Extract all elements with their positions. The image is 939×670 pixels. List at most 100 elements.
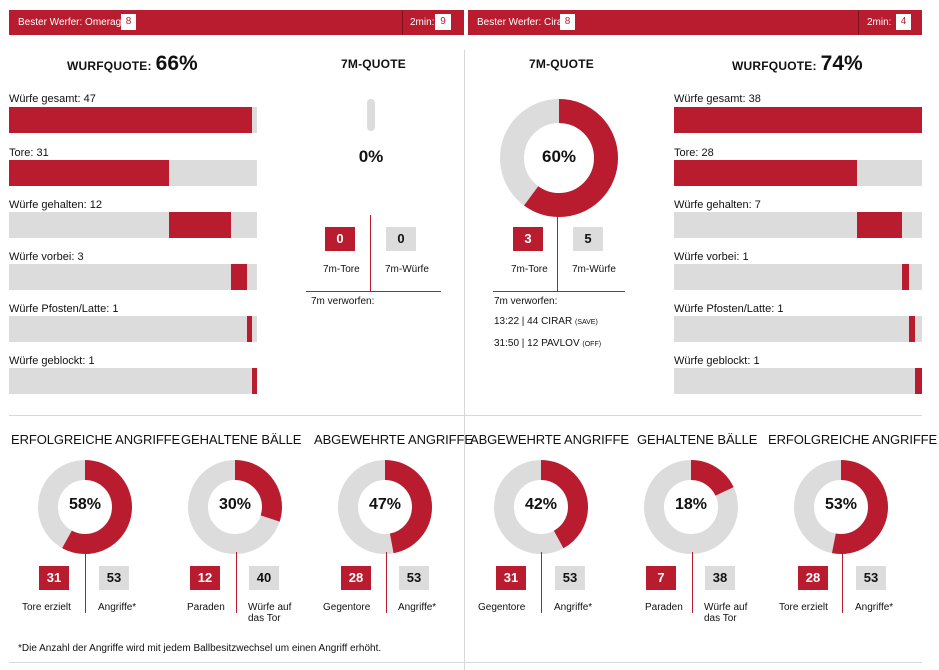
donut-divider bbox=[692, 552, 693, 613]
bar-wuerfe-gesamt bbox=[674, 107, 922, 133]
donut-percent: 47% bbox=[368, 496, 402, 513]
wurfquote-value: 66% bbox=[155, 52, 198, 75]
bar-fill bbox=[9, 107, 252, 133]
donut-a-label: Tore erzielt bbox=[22, 602, 71, 613]
donut-arc bbox=[644, 460, 738, 554]
donut-b-label: Angriffe* bbox=[855, 602, 894, 613]
discarded-text: 31:50 | 12 PAVLOV bbox=[494, 338, 580, 349]
seven-m-shots-label: 7m-Würfe bbox=[572, 264, 616, 275]
seven-m-shots-label: 7m-Würfe bbox=[385, 264, 429, 275]
bar-fill bbox=[169, 212, 232, 238]
bar-wuerfe-gehalten bbox=[674, 212, 922, 238]
donut-percent: 18% bbox=[674, 496, 708, 513]
donut-chart bbox=[338, 460, 432, 554]
best-thrower-value: 8 bbox=[121, 14, 136, 30]
header-left: Bester Werfer: Omeragic 8 2min: 9 bbox=[9, 10, 464, 35]
bar-label: Würfe vorbei: 3 bbox=[9, 251, 84, 263]
bar-label: Tore: 31 bbox=[9, 147, 49, 159]
donut-chart bbox=[38, 460, 132, 554]
donut-percent: 53% bbox=[824, 496, 858, 513]
header-divider bbox=[858, 10, 859, 35]
donut-percent: 30% bbox=[218, 496, 252, 513]
two-min-value: 9 bbox=[435, 14, 451, 30]
footnote: *Die Anzahl der Angriffe wird mit jedem … bbox=[18, 643, 382, 654]
bar-label: Würfe geblockt: 1 bbox=[674, 355, 760, 367]
bar-label: Würfe gesamt: 38 bbox=[674, 93, 761, 105]
bar-wuerfe-geblockt bbox=[9, 368, 257, 394]
two-min-label: 2min: bbox=[867, 17, 892, 28]
donut-percent: 42% bbox=[524, 496, 558, 513]
donut-a-value: 28 bbox=[798, 566, 828, 590]
bar-tore bbox=[9, 160, 257, 186]
donut-divider bbox=[386, 552, 387, 613]
donut-a-label: Gegentore bbox=[478, 602, 526, 613]
bar-fill bbox=[251, 368, 257, 394]
donut-b-value: 53 bbox=[399, 566, 429, 590]
donut-a-label: Paraden bbox=[645, 602, 683, 613]
bar-wuerfe-pfosten bbox=[9, 316, 257, 342]
bar-label: Würfe gehalten: 7 bbox=[674, 199, 761, 211]
wurfquote-label: WURFQUOTE: bbox=[732, 59, 817, 73]
bar-wuerfe-pfosten bbox=[674, 316, 922, 342]
seven-m-discarded-label: 7m verworfen: bbox=[494, 296, 558, 307]
header-divider bbox=[402, 10, 403, 35]
bar-wuerfe-vorbei bbox=[9, 264, 257, 290]
wurfquote-value: 74% bbox=[820, 52, 863, 75]
wurfquote-left: WURFQUOTE: 66% bbox=[67, 52, 198, 76]
seven-m-donut bbox=[500, 99, 618, 217]
seven-m-empty-gauge bbox=[367, 99, 375, 131]
bar-label: Würfe gehalten: 12 bbox=[9, 199, 102, 211]
donut-b-value: 38 bbox=[705, 566, 735, 590]
donut-a-label: Tore erzielt bbox=[779, 602, 828, 613]
seven-m-divider bbox=[557, 215, 558, 291]
donut-divider bbox=[541, 552, 542, 613]
seven-m-shots-value: 5 bbox=[573, 227, 603, 251]
bar-label: Würfe vorbei: 1 bbox=[674, 251, 749, 263]
header-right: Bester Werfer: Cirar 8 2min: 4 bbox=[468, 10, 922, 35]
bar-wuerfe-vorbei bbox=[674, 264, 922, 290]
donut-arc bbox=[794, 460, 888, 554]
seven-m-percent: 0% bbox=[358, 147, 384, 166]
seven-m-goals-label: 7m-Tore bbox=[323, 264, 360, 275]
seven-m-title: 7M-QUOTE bbox=[529, 57, 594, 71]
discarded-tag: (SAVE) bbox=[574, 319, 598, 326]
donut-title: GEHALTENE BÄLLE bbox=[637, 432, 758, 447]
center-divider bbox=[464, 50, 465, 670]
bar-label: Würfe gesamt: 47 bbox=[9, 93, 96, 105]
donut-divider bbox=[236, 552, 237, 613]
donut-b-value: 40 bbox=[249, 566, 279, 590]
donut-title: ERFOLGREICHE ANGRIFFE bbox=[11, 432, 181, 447]
seven-m-goals-value: 3 bbox=[513, 227, 543, 251]
wurfquote-label: WURFQUOTE: bbox=[67, 59, 152, 73]
donut-b-value: 53 bbox=[856, 566, 886, 590]
donut-a-label: Paraden bbox=[187, 602, 225, 613]
donut-b-value: 53 bbox=[99, 566, 129, 590]
donut-b-label: Angriffe* bbox=[398, 602, 437, 613]
donut-chart bbox=[794, 460, 888, 554]
donut-title: ABGEWEHRTE ANGRIFFE bbox=[314, 432, 473, 447]
donut-divider bbox=[85, 552, 86, 613]
donut-a-value: 7 bbox=[646, 566, 676, 590]
bar-fill bbox=[674, 107, 922, 133]
donut-a-value: 12 bbox=[190, 566, 220, 590]
bar-fill bbox=[231, 264, 247, 290]
donut-divider bbox=[842, 552, 843, 613]
two-min-label: 2min: bbox=[410, 17, 435, 28]
bar-label: Tore: 28 bbox=[674, 147, 714, 159]
donut-percent: 58% bbox=[68, 496, 102, 513]
bar-fill bbox=[246, 316, 252, 342]
donut-a-label: Gegentore bbox=[323, 602, 371, 613]
bar-wuerfe-geblockt bbox=[674, 368, 922, 394]
bar-label: Würfe geblockt: 1 bbox=[9, 355, 95, 367]
best-thrower-label: Bester Werfer: Cirar bbox=[477, 17, 566, 28]
donut-a-value: 31 bbox=[496, 566, 526, 590]
discarded-text: 13:22 | 44 CIRAR bbox=[494, 316, 573, 327]
bar-label: Würfe Pfosten/Latte: 1 bbox=[674, 303, 784, 315]
two-min-value: 4 bbox=[896, 14, 911, 30]
discarded-tag: (OFF) bbox=[582, 341, 602, 348]
seven-m-underline bbox=[306, 291, 441, 292]
bar-wuerfe-gehalten bbox=[9, 212, 257, 238]
bar-fill bbox=[915, 368, 922, 394]
donut-arc bbox=[38, 460, 132, 554]
donut-title: GEHALTENE BÄLLE bbox=[181, 432, 302, 447]
